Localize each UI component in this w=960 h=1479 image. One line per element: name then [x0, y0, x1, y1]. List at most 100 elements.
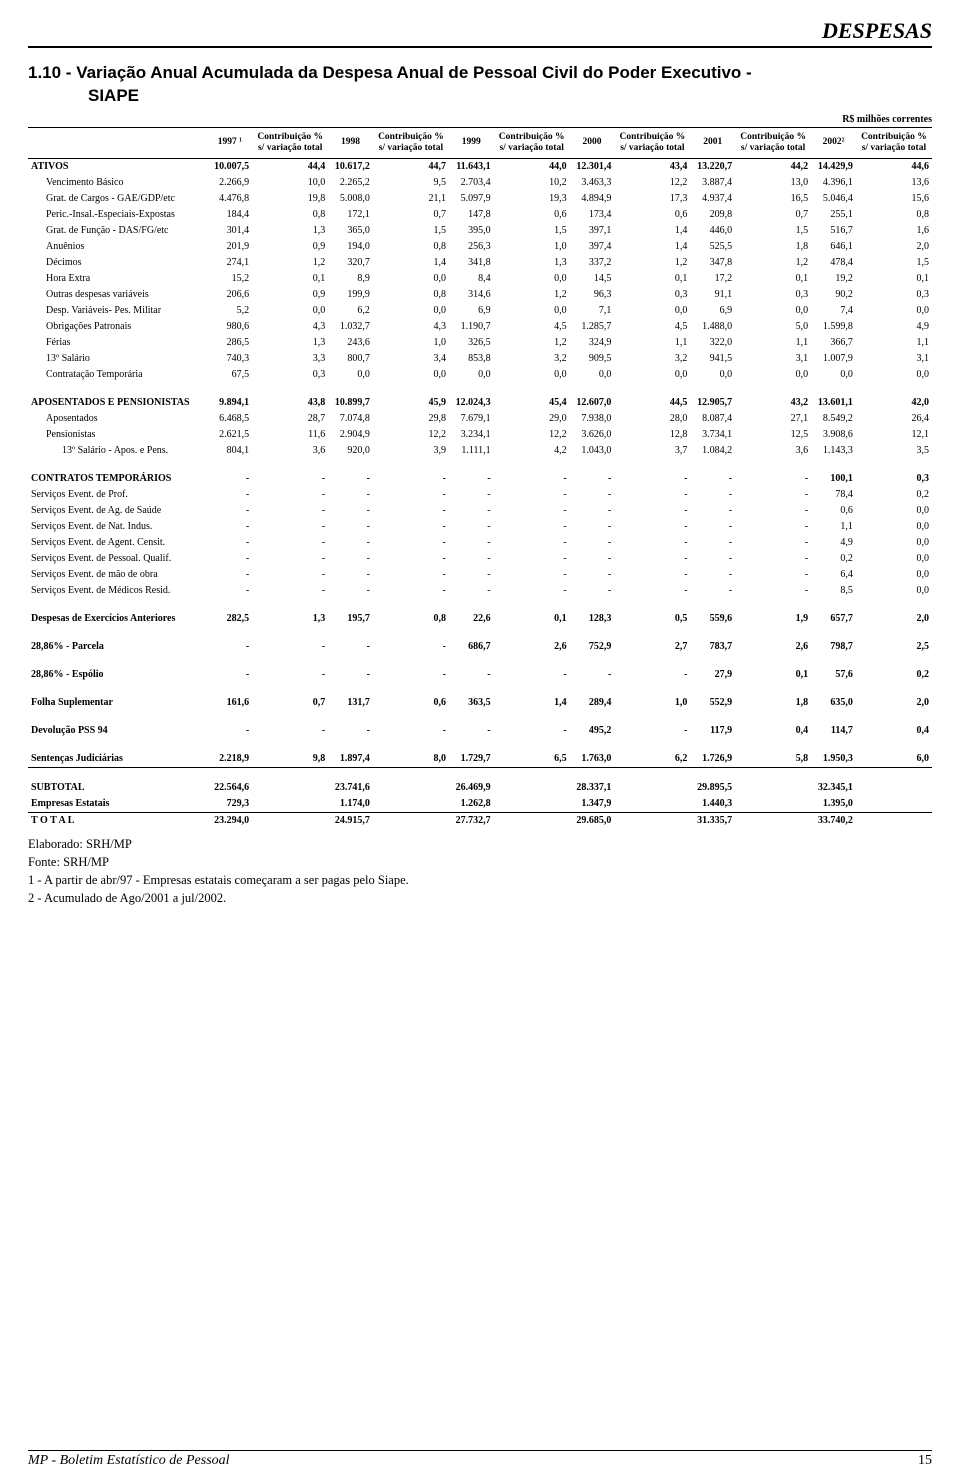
cell: 0,0: [373, 271, 449, 287]
cell: 4,3: [252, 319, 328, 335]
cell: 19,2: [811, 271, 856, 287]
row-label: Décimos: [28, 255, 207, 271]
cell: [373, 383, 449, 395]
cell: 1.190,7: [449, 319, 494, 335]
cell: [252, 767, 328, 780]
cell: [570, 383, 615, 395]
cell: [494, 655, 570, 667]
row-label: Serviços Event. de Médicos Resid.: [28, 583, 207, 599]
cell: 6,9: [449, 303, 494, 319]
cell: 6,0: [856, 751, 932, 768]
row-label: Obrigações Patronais: [28, 319, 207, 335]
cell: [856, 796, 932, 813]
cell: [494, 767, 570, 780]
cell: 0,8: [373, 611, 449, 627]
cell: -: [207, 639, 252, 655]
cell: 128,3: [570, 611, 615, 627]
cell: -: [570, 535, 615, 551]
cell: [494, 812, 570, 829]
cell: 282,5: [207, 611, 252, 627]
row-label: Serviços Event. de Prof.: [28, 487, 207, 503]
cell: 6,9: [690, 303, 735, 319]
cell: -: [328, 487, 373, 503]
cell: 0,0: [856, 535, 932, 551]
table-row: [28, 655, 932, 667]
row-label: [28, 383, 207, 395]
table-row: Obrigações Patronais980,64,31.032,74,31.…: [28, 319, 932, 335]
cell: 0,0: [856, 367, 932, 383]
cell: 3,7: [614, 443, 690, 459]
cell: -: [328, 723, 373, 739]
cell: 23.294,0: [207, 812, 252, 829]
cell: 44,7: [373, 158, 449, 175]
cell: [373, 767, 449, 780]
cell: 0,0: [811, 367, 856, 383]
cell: [252, 796, 328, 813]
row-label: [28, 627, 207, 639]
cell: 44,0: [494, 158, 570, 175]
cell: 0,6: [811, 503, 856, 519]
cell: [252, 459, 328, 471]
cell: -: [449, 723, 494, 739]
cell: -: [614, 535, 690, 551]
cell: 13,0: [735, 175, 811, 191]
table-row: Aposentados6.468,528,77.074,829,87.679,1…: [28, 411, 932, 427]
cell: 3,4: [373, 351, 449, 367]
cell: 0,0: [614, 303, 690, 319]
cell: 1.599,8: [811, 319, 856, 335]
cell: 7.074,8: [328, 411, 373, 427]
cell: 365,0: [328, 223, 373, 239]
cell: 28,0: [614, 411, 690, 427]
cell: 5,2: [207, 303, 252, 319]
cell: [856, 812, 932, 829]
cell: 27,1: [735, 411, 811, 427]
cell: [570, 739, 615, 751]
cell: [856, 683, 932, 695]
row-label: Aposentados: [28, 411, 207, 427]
cell: 326,5: [449, 335, 494, 351]
cell: 117,9: [690, 723, 735, 739]
cell: -: [328, 639, 373, 655]
cell: 57,6: [811, 667, 856, 683]
cell: 0,8: [856, 207, 932, 223]
cell: [690, 627, 735, 639]
cell: [373, 711, 449, 723]
cell: 525,5: [690, 239, 735, 255]
cell: [570, 627, 615, 639]
cell: 395,0: [449, 223, 494, 239]
cell: 1.084,2: [690, 443, 735, 459]
table-row: Outras despesas variáveis206,60,9199,90,…: [28, 287, 932, 303]
cell: 7,4: [811, 303, 856, 319]
row-label: SUBTOTAL: [28, 780, 207, 796]
cell: -: [373, 567, 449, 583]
cell: -: [207, 551, 252, 567]
cell: 0,1: [494, 611, 570, 627]
row-label: Desp. Variáveis- Pes. Militar: [28, 303, 207, 319]
table-row: Anuênios201,90,9194,00,8256,31,0397,41,4…: [28, 239, 932, 255]
cell: -: [570, 551, 615, 567]
cell: 0,0: [252, 303, 328, 319]
cell: 13.601,1: [811, 395, 856, 411]
cell: 3,2: [494, 351, 570, 367]
note-elab: Elaborado: SRH/MP: [28, 835, 932, 853]
cell: 8.087,4: [690, 411, 735, 427]
row-label: Serviços Event. de Ag. de Saúde: [28, 503, 207, 519]
cell: 0,0: [373, 303, 449, 319]
cell: 255,1: [811, 207, 856, 223]
cell: [449, 711, 494, 723]
cell: 0,0: [856, 567, 932, 583]
cell: 172,1: [328, 207, 373, 223]
cell: 1,8: [735, 695, 811, 711]
cell: [811, 599, 856, 611]
cell: [207, 767, 252, 780]
cell: [570, 683, 615, 695]
cell: [735, 812, 811, 829]
row-label: [28, 711, 207, 723]
row-label: Outras despesas variáveis: [28, 287, 207, 303]
cell: [207, 383, 252, 395]
cell: [252, 383, 328, 395]
cell: 0,5: [614, 611, 690, 627]
cell: -: [373, 639, 449, 655]
cell: -: [449, 535, 494, 551]
cell: [614, 459, 690, 471]
